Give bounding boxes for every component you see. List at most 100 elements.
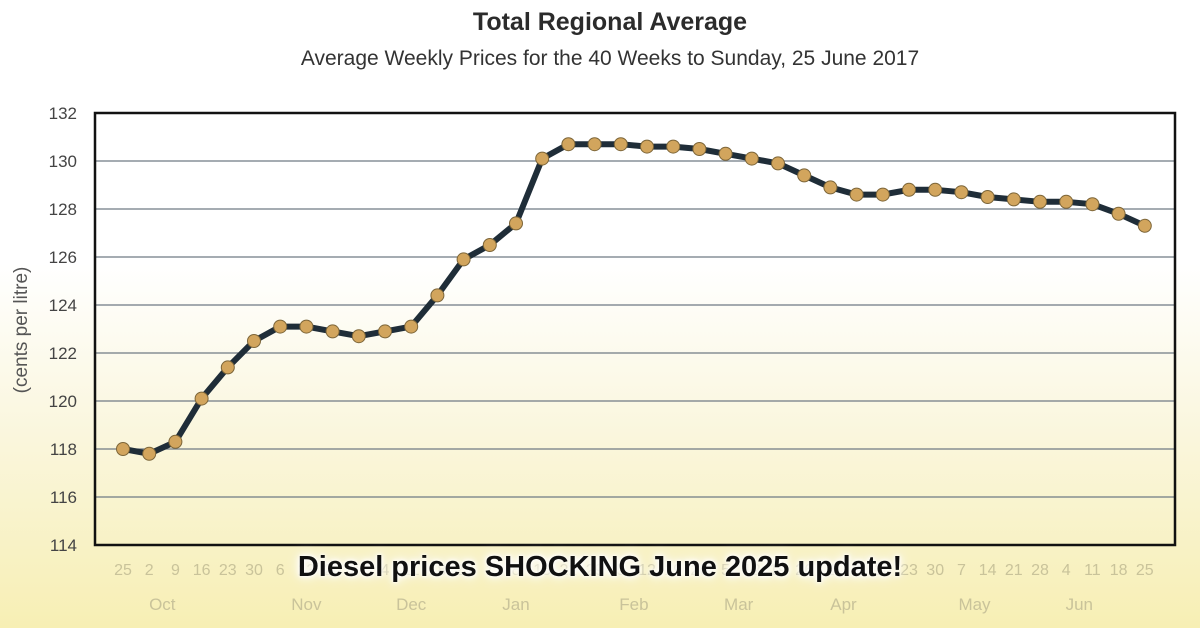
data-point	[168, 434, 183, 449]
x-tick-label: 11	[403, 562, 420, 579]
y-tick-labels: 114 116 118 120 122 124 126 128 130 132	[49, 104, 77, 555]
chart-subtitle: Average Weekly Prices for the 40 Weeks t…	[300, 47, 920, 70]
data-point	[587, 137, 602, 152]
y-tick-label: 116	[50, 488, 77, 507]
data-point	[797, 168, 812, 183]
month-label: May	[958, 595, 991, 614]
y-tick-label: 118	[50, 440, 77, 459]
data-point	[718, 146, 733, 161]
data-point	[1137, 218, 1152, 233]
x-tick-label: 29	[586, 562, 604, 579]
data-point	[247, 334, 261, 348]
x-tick-label: 1	[485, 562, 494, 579]
y-tick-label: 122	[49, 344, 77, 363]
plot-frame	[93, 111, 1177, 547]
x-tick-label: 30	[926, 562, 944, 579]
data-point	[666, 139, 681, 154]
data-point	[535, 151, 550, 166]
data-point	[220, 360, 235, 375]
x-tick-label: 2	[145, 562, 154, 579]
data-point	[273, 319, 288, 334]
x-tick-label: 2	[826, 562, 835, 579]
x-tick-label: 26	[795, 562, 813, 579]
x-tick-label: 13	[298, 562, 316, 579]
data-point	[142, 446, 157, 461]
data-point	[902, 182, 916, 197]
data-point	[325, 324, 340, 339]
data-point	[1085, 197, 1100, 212]
y-tick-label: 120	[49, 392, 77, 411]
y-tick-label: 126	[49, 248, 77, 267]
month-label: Jun	[1066, 595, 1093, 614]
month-label: Oct	[149, 595, 176, 614]
x-tick-label: 7	[957, 562, 966, 579]
data-point	[1033, 194, 1047, 209]
data-point	[1006, 192, 1021, 207]
data-point	[378, 324, 392, 339]
y-tick-label: 124	[49, 296, 77, 315]
data-point	[744, 151, 759, 166]
headline-caption: Diesel prices SHOCKING June 2025 update!	[297, 551, 903, 583]
x-tick-label: 20	[324, 562, 342, 579]
x-tick-label: 23	[219, 562, 237, 579]
x-tick-label: 16	[193, 562, 211, 579]
data-point	[640, 139, 654, 154]
data-point	[299, 319, 314, 334]
data-point	[823, 180, 838, 195]
series-line	[120, 141, 1148, 457]
x-tick-label: 19	[664, 562, 682, 579]
data-point	[875, 187, 890, 202]
data-point	[194, 391, 209, 406]
x-tick-labels: 25 2 9 16 23 30 6 13 20 27 4 11 18 25 1 8 15 22 29 5 12 19 26 5…	[114, 562, 1154, 579]
x-tick-label: 9	[171, 562, 180, 579]
data-point	[116, 442, 130, 456]
x-tick-label: 25	[1136, 562, 1154, 579]
month-labels: Oct Nov Dec Jan Feb Mar Apr May Jun	[149, 595, 1093, 614]
month-label: Feb	[619, 595, 648, 614]
y-tick-label: 128	[49, 200, 77, 219]
x-tick-label: 28	[1031, 562, 1049, 579]
x-tick-label: 23	[900, 562, 918, 579]
data-point	[692, 142, 707, 156]
data-point	[482, 238, 497, 252]
month-label: Apr	[830, 595, 857, 614]
x-tick-label: 4	[381, 562, 390, 579]
data-point	[1059, 194, 1074, 209]
x-tick-label: 6	[276, 562, 285, 579]
x-tick-label: 9	[852, 562, 861, 579]
data-point	[430, 288, 445, 303]
x-tick-label: 19	[769, 562, 787, 579]
series-layer	[116, 137, 1152, 461]
data-point	[351, 329, 366, 344]
month-label: Dec	[396, 595, 427, 614]
x-tick-label: 16	[874, 562, 892, 579]
data-point	[456, 252, 471, 267]
x-tick-label: 8	[512, 562, 521, 579]
x-tick-label: 5	[721, 562, 730, 579]
x-tick-label: 25	[114, 562, 132, 579]
data-point	[561, 137, 576, 152]
grid-lines	[95, 160, 1175, 498]
chart-title: Total Regional Average	[472, 8, 748, 36]
x-tick-label: 18	[429, 562, 447, 579]
x-tick-label: 14	[979, 562, 997, 579]
data-point	[771, 156, 785, 171]
x-tick-label: 21	[1005, 562, 1023, 579]
data-point	[849, 187, 864, 202]
data-point	[509, 216, 523, 231]
data-point	[954, 185, 969, 200]
x-tick-label: 5	[616, 562, 625, 579]
y-tick-label: 132	[49, 104, 77, 123]
x-tick-label: 15	[533, 562, 551, 579]
data-point	[613, 137, 628, 152]
data-point	[404, 319, 419, 334]
x-tick-label: 12	[638, 562, 656, 579]
month-label: Nov	[291, 595, 322, 614]
x-tick-label: 18	[1110, 562, 1128, 579]
x-tick-label: 27	[350, 562, 368, 579]
data-point	[980, 190, 995, 204]
data-point	[1111, 206, 1126, 221]
x-tick-label: 11	[1084, 562, 1101, 579]
x-tick-label: 12	[743, 562, 761, 579]
